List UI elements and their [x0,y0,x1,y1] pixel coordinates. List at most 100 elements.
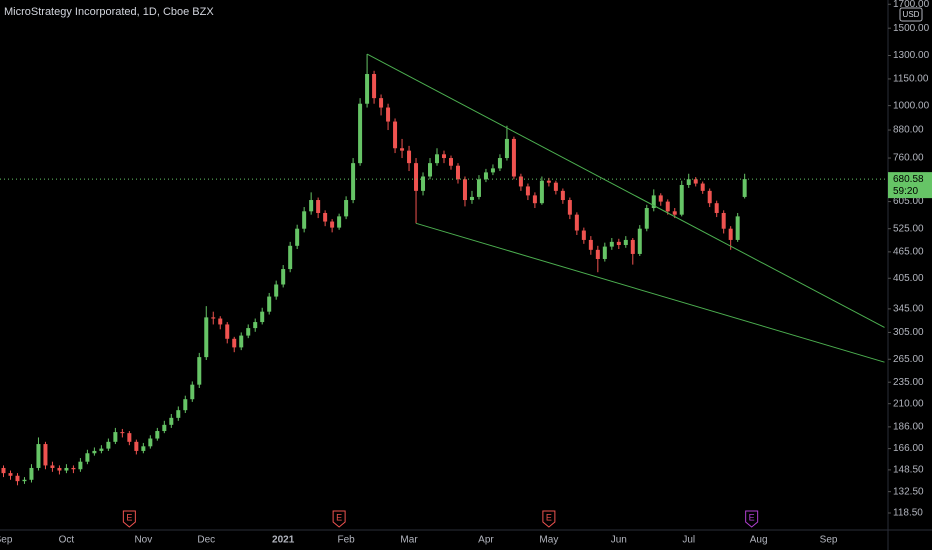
candle-body [435,154,440,164]
candle-body [483,172,488,180]
candle-body [127,433,132,442]
chart-title: MicroStrategy Incorporated, 1D, Cboe BZX [4,6,214,18]
candle-body [476,179,481,197]
candle-body [616,241,621,246]
candle-body [518,176,523,187]
y-tick-label: 1300.00 [893,50,930,61]
candle-body [22,479,27,482]
y-tick-label: 465.00 [893,247,924,258]
candle-body [330,221,335,228]
candle-body [288,245,293,270]
trendline [415,222,885,363]
y-tick-label: 118.50 [893,508,923,519]
candle-body [260,311,265,323]
candle-body [700,183,705,191]
countdown-label: 59:20 [893,186,918,197]
candle-body [462,179,467,201]
y-tick-label: 1500.00 [893,23,930,34]
candle-body [36,444,41,468]
candle-body [539,180,544,204]
candle-body [407,150,412,164]
x-tick-label: May [539,535,558,546]
candle-body [455,165,460,180]
earnings-label: E [749,512,755,522]
y-tick-label: 525.00 [893,223,924,234]
candle-body [581,230,586,240]
candle-body [379,98,384,108]
candle-body [78,461,83,470]
earnings-marker [542,510,556,528]
candle-body [176,410,181,418]
candle-body [344,200,349,217]
candle-body [1,467,6,474]
y-tick-label: 132.50 [893,486,924,497]
candle-body [372,74,377,99]
candle-body [309,200,314,212]
candle-body [253,322,258,329]
candle-body [43,444,48,466]
x-tick-label: Nov [134,535,152,546]
candle-body [267,296,272,312]
candle-body [686,179,691,185]
y-tick-label: 880.00 [893,125,924,136]
candle-body [714,203,719,213]
last-price-box [888,172,932,199]
candle-body [672,211,677,215]
candle-body [232,338,237,348]
candle-body [497,158,502,169]
candle-body [148,438,153,447]
candle-body [351,163,356,201]
x-tick-label: Jul [682,535,695,546]
x-tick-label: Feb [337,535,355,546]
candle-body [246,328,251,336]
earnings-label: E [336,512,342,522]
candle-body [707,190,712,204]
y-tick-label: 166.00 [893,443,924,454]
x-tick-label: Sep [820,535,838,546]
candle-body [595,249,600,259]
y-tick-label: 1150.00 [893,74,929,85]
x-tick-label: Sep [0,535,13,546]
candle-body [602,246,607,259]
candle-body [679,184,684,215]
candle-body [644,208,649,229]
candle-body [651,195,656,209]
candle-body [183,399,188,411]
y-tick-label: 148.50 [893,465,924,476]
candle-body [295,228,300,246]
candle-body [218,318,223,325]
candle-body [141,446,146,451]
candle-body [623,239,628,246]
earnings-label: E [546,512,552,522]
candle-body [442,154,446,159]
candle-body [735,216,740,240]
candle-body [204,317,209,358]
candle-body [386,107,391,122]
candle-body [29,467,34,480]
candle-body [393,121,398,149]
last-price-label: 680.58 [893,174,924,185]
candle-body [92,450,97,454]
candle-body [190,384,195,400]
candle-body [490,168,495,173]
candle-body [665,201,670,212]
candle-body [169,417,174,425]
candle-body [120,432,125,434]
candle-body [742,179,747,197]
candle-body [64,467,69,471]
candle-body [155,431,160,439]
candle-body [281,269,286,285]
y-tick-label: 186.00 [893,422,924,433]
candle-body [428,163,433,177]
candle-body [414,163,419,191]
candle-body [162,424,167,432]
y-tick-label: 1000.00 [893,100,930,111]
candle-body [358,103,363,164]
candle-body [721,212,726,229]
candle-body [693,179,698,184]
candle-body [106,441,111,449]
candle-body [728,228,733,240]
candle-body [546,180,551,183]
candle-body [567,200,572,215]
y-tick-label: 1700.00 [893,0,930,10]
